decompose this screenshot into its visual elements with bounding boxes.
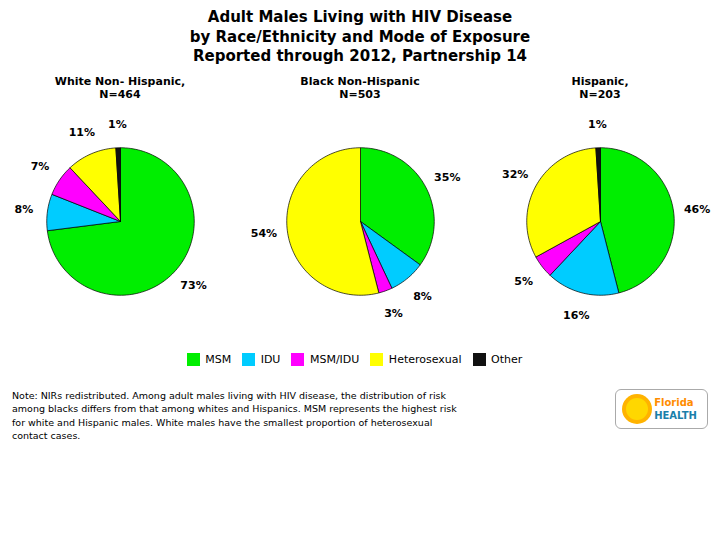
html-text:Florida: Florida: [654, 397, 694, 408]
html-text:Adult Males Living with HIV Di: Adult Males Living with HIV Disease by R…: [189, 8, 531, 65]
html-text:HEALTH: HEALTH: [654, 410, 697, 421]
html-text:Hispanic, N=203: Hispanic, N=203: [571, 74, 629, 102]
html-text:Black Non-Hispanic N=503: Black Non-Hispanic N=503: [300, 74, 420, 102]
html-text:White Non- Hispanic, N=464: White Non- Hispanic, N=464: [54, 74, 186, 102]
svg-text:5%: 5%: [514, 274, 533, 287]
svg-text:32%: 32%: [502, 168, 528, 181]
svg-text:1%: 1%: [108, 117, 127, 130]
svg-text:8%: 8%: [15, 202, 34, 215]
html-text:MSM: MSM: [205, 352, 232, 366]
html-text:MSM/IDU: MSM/IDU: [309, 352, 360, 366]
svg-text:54%: 54%: [251, 227, 277, 240]
svg-text:3%: 3%: [384, 306, 403, 319]
svg-text:35%: 35%: [434, 170, 460, 183]
html-text:Heterosexual: Heterosexual: [388, 352, 462, 366]
svg-text:11%: 11%: [69, 125, 95, 138]
html-text:IDU: IDU: [260, 352, 281, 366]
svg-text:46%: 46%: [684, 202, 710, 215]
svg-text:73%: 73%: [180, 279, 206, 292]
svg-text:8%: 8%: [413, 290, 432, 303]
svg-text:16%: 16%: [563, 309, 589, 322]
html-text:Other: Other: [491, 352, 523, 366]
html-text:Note: NIRs redistributed. Amon: Note: NIRs redistributed. Among adult ma…: [12, 390, 457, 441]
svg-text:1%: 1%: [588, 117, 607, 130]
svg-text:7%: 7%: [31, 160, 50, 173]
